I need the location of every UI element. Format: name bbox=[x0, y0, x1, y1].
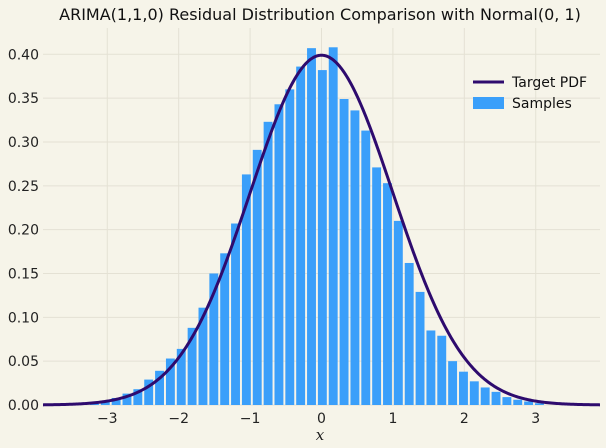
histogram-bar bbox=[437, 335, 447, 405]
histogram-bar bbox=[144, 379, 154, 405]
y-tick-label: 0.00 bbox=[8, 398, 39, 414]
x-tick-label: 1 bbox=[388, 411, 397, 427]
histogram-bar bbox=[502, 397, 512, 405]
histogram-bar bbox=[491, 391, 501, 405]
histogram-bar bbox=[426, 330, 436, 405]
histogram-bar bbox=[534, 403, 544, 405]
pdf-curve bbox=[42, 53, 601, 407]
axes: 0.00 0.05 0.10 0.15 0.20 0.25 0.30 0.35 0.40 −3 −2… bbox=[8, 47, 540, 427]
legend-bar-swatch bbox=[473, 97, 504, 109]
y-tick-label: 0.10 bbox=[8, 310, 39, 326]
x-tick-label: 0 bbox=[317, 411, 326, 427]
histogram-bar bbox=[361, 130, 371, 405]
x-tick-label: 2 bbox=[460, 411, 469, 427]
histogram-bar bbox=[209, 273, 219, 405]
histogram-bar bbox=[448, 361, 458, 405]
histogram-bar bbox=[513, 399, 523, 405]
histogram-bar bbox=[339, 99, 349, 405]
histogram-bar bbox=[187, 327, 197, 405]
pdf-line bbox=[42, 53, 601, 407]
histogram-bar bbox=[383, 183, 392, 405]
y-tick-label: 0.40 bbox=[8, 47, 39, 63]
x-tick-label: 3 bbox=[531, 411, 540, 427]
histogram-bar bbox=[480, 387, 490, 405]
histogram-bar bbox=[317, 70, 327, 406]
histogram-bar bbox=[328, 47, 338, 406]
histogram-bar bbox=[296, 66, 306, 405]
histogram-bar bbox=[372, 167, 382, 405]
x-tick-label: −1 bbox=[240, 411, 261, 427]
histogram-bar bbox=[263, 121, 273, 405]
histogram-bar bbox=[176, 348, 186, 405]
legend-label-samples: Samples bbox=[512, 96, 572, 112]
histogram-bar bbox=[415, 291, 425, 405]
legend-label-target-pdf: Target PDF bbox=[511, 75, 587, 91]
histogram-bars bbox=[89, 47, 544, 406]
histogram-bar bbox=[252, 149, 262, 405]
histogram-bar bbox=[111, 397, 121, 405]
histogram-bar bbox=[524, 401, 534, 405]
histogram-bar bbox=[393, 220, 403, 405]
histogram-bar bbox=[122, 393, 132, 405]
x-tick-label: −3 bbox=[97, 411, 118, 427]
histogram-bar bbox=[459, 371, 468, 405]
histogram-bar bbox=[307, 48, 316, 406]
y-tick-label: 0.35 bbox=[8, 91, 39, 107]
histogram-bar bbox=[274, 104, 284, 406]
histogram-bar bbox=[133, 389, 143, 405]
y-tick-label: 0.20 bbox=[8, 223, 39, 239]
chart-title: ARIMA(1,1,0) Residual Distribution Compa… bbox=[59, 5, 581, 24]
histogram-bar bbox=[241, 174, 251, 405]
legend: Target PDF Samples bbox=[473, 75, 587, 112]
histogram-bar bbox=[285, 89, 295, 405]
y-tick-label: 0.25 bbox=[8, 179, 39, 195]
histogram-bar bbox=[165, 358, 175, 405]
x-tick-label: −2 bbox=[168, 411, 189, 427]
histogram-bar bbox=[469, 381, 479, 405]
histogram-bar bbox=[231, 223, 240, 405]
y-tick-label: 0.30 bbox=[8, 135, 39, 151]
histogram-bar bbox=[198, 307, 208, 405]
histogram-bar bbox=[350, 110, 360, 406]
histogram-bar bbox=[155, 370, 164, 405]
histogram-bar bbox=[220, 253, 230, 405]
y-tick-label: 0.05 bbox=[8, 354, 39, 370]
y-tick-label: 0.15 bbox=[8, 266, 39, 282]
histogram-bar bbox=[404, 262, 414, 405]
x-axis-label: x bbox=[316, 426, 325, 444]
